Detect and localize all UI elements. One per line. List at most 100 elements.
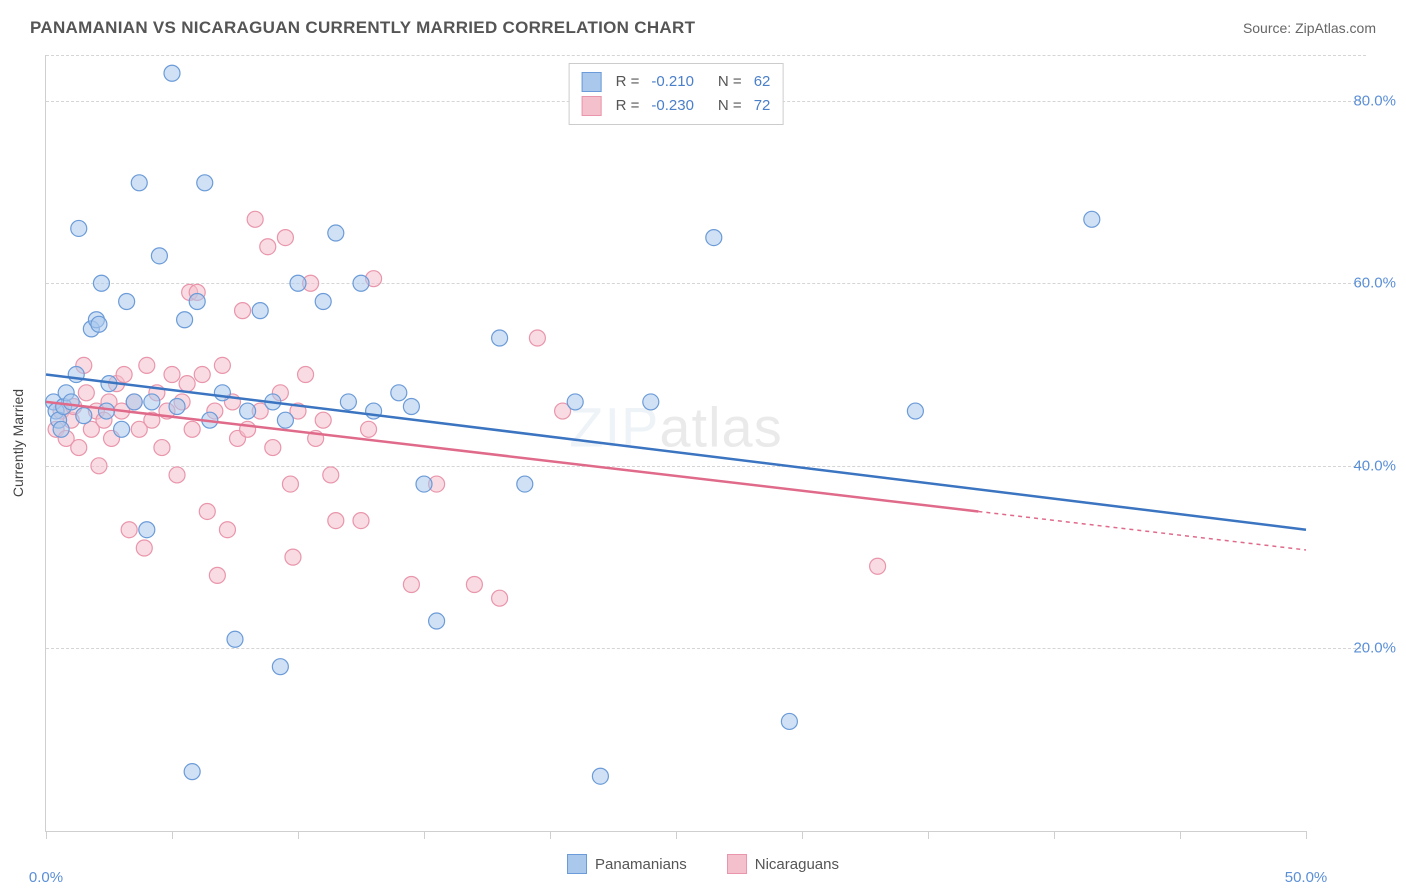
chart-plot-area: Currently Married ZIPatlas R = -0.210 N … — [45, 55, 1306, 832]
scatter-point — [121, 522, 137, 538]
legend-series-swatch-1 — [727, 854, 747, 874]
scatter-point — [265, 440, 281, 456]
scatter-point — [227, 631, 243, 647]
scatter-point — [235, 303, 251, 319]
scatter-point — [197, 175, 213, 191]
legend-swatch-0 — [582, 72, 602, 92]
chart-header: PANAMANIAN VS NICARAGUAN CURRENTLY MARRI… — [0, 0, 1406, 48]
scatter-point — [116, 367, 132, 383]
scatter-point — [361, 421, 377, 437]
scatter-point — [91, 316, 107, 332]
source-label: Source: — [1243, 20, 1291, 36]
scatter-point — [169, 467, 185, 483]
scatter-point — [592, 768, 608, 784]
scatter-point — [907, 403, 923, 419]
x-tick-label: 0.0% — [29, 869, 63, 886]
scatter-point — [403, 577, 419, 593]
scatter-point — [91, 458, 107, 474]
scatter-point — [139, 522, 155, 538]
scatter-point — [706, 230, 722, 246]
scatter-point — [114, 421, 130, 437]
scatter-point — [315, 293, 331, 309]
scatter-point — [492, 330, 508, 346]
scatter-point — [282, 476, 298, 492]
scatter-point — [164, 65, 180, 81]
scatter-point — [1084, 211, 1100, 227]
scatter-point — [131, 175, 147, 191]
scatter-point — [277, 230, 293, 246]
scatter-point — [98, 403, 114, 419]
chart-title: PANAMANIAN VS NICARAGUAN CURRENTLY MARRI… — [30, 18, 695, 38]
scatter-point — [328, 225, 344, 241]
scatter-point — [169, 398, 185, 414]
y-tick-label: 20.0% — [1316, 640, 1396, 657]
scatter-point — [353, 275, 369, 291]
scatter-point — [781, 713, 797, 729]
source-value: ZipAtlas.com — [1295, 20, 1376, 36]
scatter-point — [151, 248, 167, 264]
y-tick-label: 40.0% — [1316, 457, 1396, 474]
legend-r-value-1: -0.230 — [651, 94, 694, 118]
y-axis-label: Currently Married — [10, 389, 26, 497]
legend-row-0: R = -0.210 N = 62 — [582, 70, 771, 94]
scatter-svg — [46, 55, 1306, 831]
trend-line — [46, 375, 1306, 530]
scatter-point — [71, 220, 87, 236]
y-tick-label: 80.0% — [1316, 92, 1396, 109]
scatter-point — [277, 412, 293, 428]
scatter-point — [416, 476, 432, 492]
scatter-point — [529, 330, 545, 346]
scatter-point — [126, 394, 142, 410]
legend-n-label-1: N = — [718, 94, 742, 118]
scatter-point — [119, 293, 135, 309]
scatter-point — [517, 476, 533, 492]
scatter-point — [466, 577, 482, 593]
scatter-point — [567, 394, 583, 410]
scatter-point — [391, 385, 407, 401]
scatter-point — [643, 394, 659, 410]
scatter-point — [492, 590, 508, 606]
legend-series-label-0: Panamanians — [595, 856, 687, 873]
trend-line — [46, 402, 978, 512]
scatter-point — [53, 421, 69, 437]
scatter-point — [429, 613, 445, 629]
scatter-point — [247, 211, 263, 227]
scatter-point — [403, 398, 419, 414]
legend-n-label-0: N = — [718, 70, 742, 94]
legend-r-label-0: R = — [616, 70, 640, 94]
scatter-point — [63, 394, 79, 410]
legend-n-value-1: 72 — [754, 94, 771, 118]
legend-series: Panamanians Nicaraguans — [567, 854, 839, 874]
legend-r-label-1: R = — [616, 94, 640, 118]
scatter-point — [340, 394, 356, 410]
scatter-point — [194, 367, 210, 383]
legend-correlation: R = -0.210 N = 62 R = -0.230 N = 72 — [569, 63, 784, 125]
legend-series-item-0: Panamanians — [567, 854, 687, 874]
scatter-point — [78, 385, 94, 401]
scatter-point — [214, 385, 230, 401]
scatter-point — [177, 312, 193, 328]
x-tick-label: 50.0% — [1285, 869, 1328, 886]
scatter-point — [870, 558, 886, 574]
trend-line-extrapolated — [978, 511, 1306, 549]
scatter-point — [353, 513, 369, 529]
y-tick-label: 60.0% — [1316, 275, 1396, 292]
scatter-point — [272, 659, 288, 675]
legend-r-value-0: -0.210 — [651, 70, 694, 94]
scatter-point — [76, 408, 92, 424]
scatter-point — [260, 239, 276, 255]
scatter-point — [189, 293, 205, 309]
legend-n-value-0: 62 — [754, 70, 771, 94]
scatter-point — [285, 549, 301, 565]
scatter-point — [240, 403, 256, 419]
scatter-point — [199, 503, 215, 519]
legend-series-swatch-0 — [567, 854, 587, 874]
legend-swatch-1 — [582, 96, 602, 116]
legend-series-label-1: Nicaraguans — [755, 856, 839, 873]
scatter-point — [184, 421, 200, 437]
scatter-point — [298, 367, 314, 383]
scatter-point — [139, 357, 155, 373]
scatter-point — [93, 275, 109, 291]
scatter-point — [164, 367, 180, 383]
scatter-point — [144, 394, 160, 410]
